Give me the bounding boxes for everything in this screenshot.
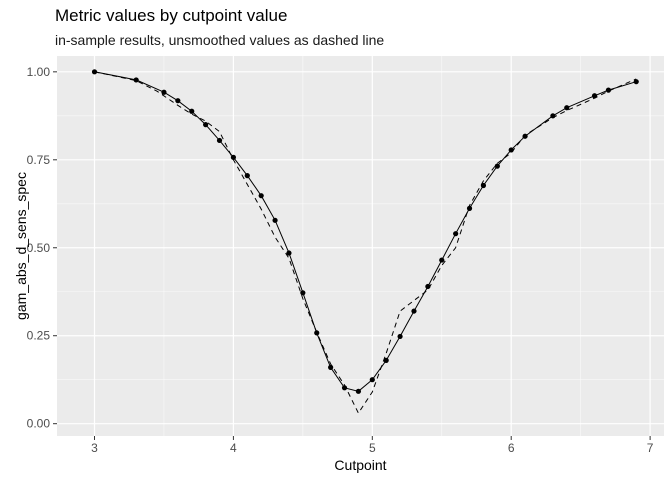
solid-series-line bbox=[94, 71, 637, 392]
y-axis: 0.00 0.25 0.50 0.75 1.00 bbox=[27, 65, 57, 431]
data-point bbox=[258, 193, 264, 199]
y-tick-label: 0.00 bbox=[27, 417, 51, 431]
data-point bbox=[328, 364, 334, 370]
data-point bbox=[550, 113, 556, 119]
data-point bbox=[314, 330, 320, 336]
chart-title: Metric values by cutpoint value bbox=[55, 6, 288, 25]
y-tick-label: 0.25 bbox=[27, 329, 51, 343]
y-tick-label: 0.50 bbox=[27, 241, 51, 255]
data-point bbox=[272, 217, 278, 223]
dashed-series-line bbox=[94, 71, 637, 415]
data-point bbox=[466, 205, 473, 211]
x-tick-label: 7 bbox=[647, 441, 654, 455]
grid-minor bbox=[57, 56, 664, 436]
data-point bbox=[564, 105, 570, 111]
data-point bbox=[633, 79, 639, 85]
data-point bbox=[286, 250, 292, 256]
data-point bbox=[175, 98, 181, 104]
data-point bbox=[230, 154, 237, 160]
grid-major bbox=[57, 56, 664, 436]
data-point bbox=[91, 69, 98, 75]
data-point bbox=[591, 93, 598, 99]
data-point bbox=[383, 357, 389, 363]
data-point bbox=[508, 147, 514, 153]
data-point bbox=[369, 377, 375, 383]
data-point bbox=[355, 388, 362, 394]
data-point bbox=[425, 283, 431, 290]
data-point bbox=[411, 308, 417, 314]
chart-subtitle: in-sample results, unsmoothed values as … bbox=[55, 32, 385, 48]
x-axis: 3 4 5 6 7 bbox=[91, 436, 654, 455]
data-point bbox=[300, 290, 306, 296]
data-point bbox=[397, 333, 403, 340]
data-point bbox=[439, 257, 445, 263]
data-point bbox=[494, 163, 500, 169]
x-tick-label: 3 bbox=[91, 441, 98, 455]
data-point bbox=[203, 122, 209, 128]
data-point bbox=[133, 77, 139, 83]
data-point bbox=[341, 385, 348, 391]
series-lines bbox=[94, 71, 637, 415]
plot-panel bbox=[57, 56, 664, 436]
data-point bbox=[480, 182, 487, 189]
series-points bbox=[91, 69, 639, 394]
data-point bbox=[605, 87, 612, 93]
x-tick-label: 4 bbox=[230, 441, 237, 455]
x-tick-label: 5 bbox=[369, 441, 376, 455]
data-point bbox=[161, 89, 167, 95]
x-axis-title: Cutpoint bbox=[334, 457, 386, 473]
data-point bbox=[522, 133, 528, 139]
y-tick-label: 1.00 bbox=[27, 65, 51, 79]
x-tick-label: 6 bbox=[508, 441, 515, 455]
y-tick-label: 0.75 bbox=[27, 153, 51, 167]
data-point bbox=[189, 108, 195, 114]
data-point bbox=[453, 231, 459, 237]
y-axis-title: gam_abs_d_sens_spec bbox=[13, 172, 29, 320]
data-point bbox=[216, 137, 223, 144]
data-point bbox=[244, 173, 250, 179]
